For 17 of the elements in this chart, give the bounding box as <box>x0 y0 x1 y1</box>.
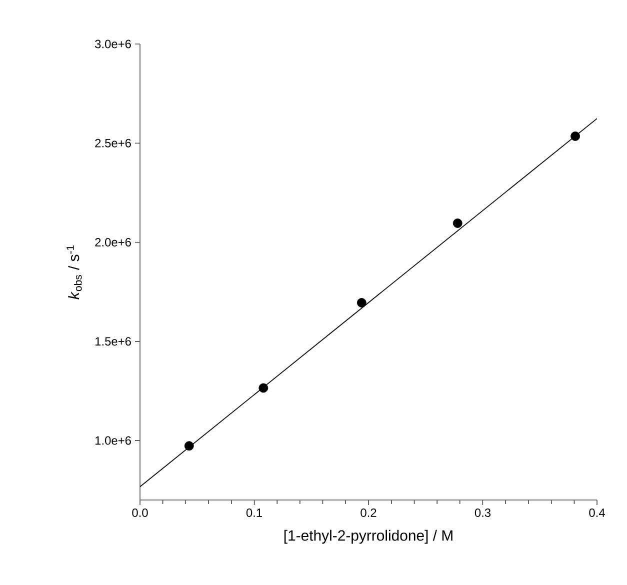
x-tick-label: 0.1 <box>246 508 262 517</box>
point <box>258 383 268 393</box>
y-tick-label: 3.0e+6 <box>95 40 131 48</box>
point <box>184 441 194 451</box>
point <box>452 218 462 228</box>
x-tick-label: 0.4 <box>589 508 605 517</box>
point <box>356 298 366 308</box>
y-tick-label: 1.5e+6 <box>95 337 131 346</box>
point <box>570 131 580 141</box>
y-axis-title: k$_{obs}$ / s$^{-1}$ <box>66 245 82 300</box>
y-tick-label: 2.5e+6 <box>95 138 131 148</box>
y-tick-label: 1.0e+6 <box>95 436 131 445</box>
y-tick-label: 2.0e+6 <box>95 238 131 246</box>
x-axis-title: [1-ethyl-2-pyrrolidone] / M <box>284 530 452 544</box>
x-tick-label: 0.0 <box>132 508 148 517</box>
x-tick-label: 0.2 <box>360 508 376 517</box>
x-tick-label: 0.3 <box>474 508 491 517</box>
